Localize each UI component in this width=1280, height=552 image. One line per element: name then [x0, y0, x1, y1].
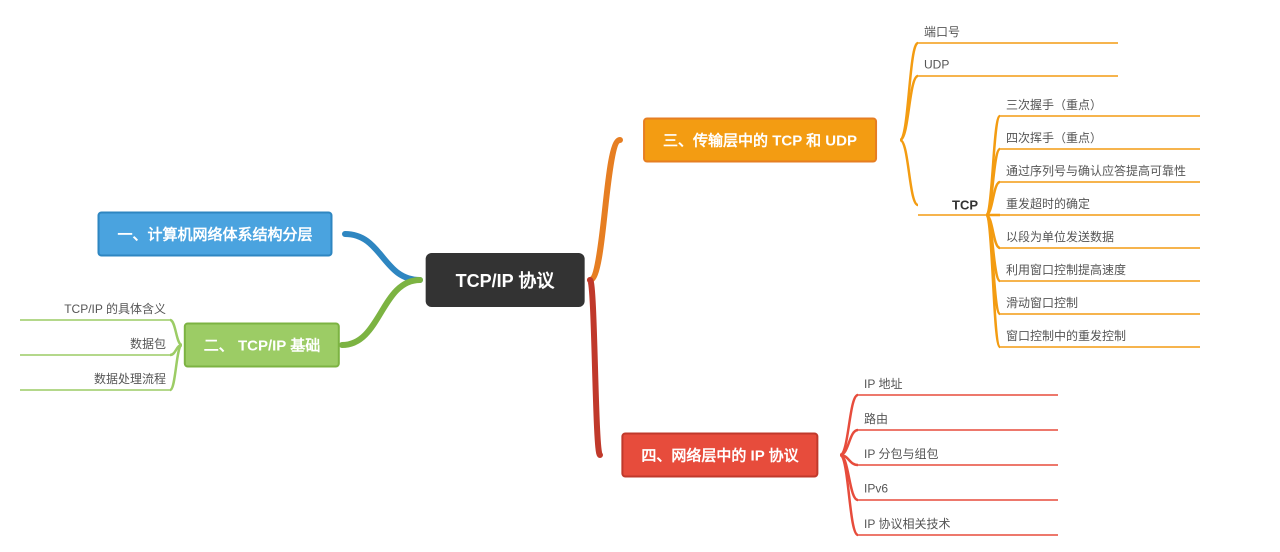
branch-node-b1[interactable]: 一、计算机网络体系结构分层 [97, 212, 332, 257]
connector-branch-leaf [170, 345, 182, 355]
leaf-node: TCP/IP 的具体含义 [16, 300, 166, 320]
leaf-node: 数据处理流程 [16, 370, 166, 390]
leaf-node: UDP [924, 58, 1114, 75]
leaf-node: 窗口控制中的重发控制 [1006, 327, 1196, 347]
leaf-node: 重发超时的确定 [1006, 195, 1196, 215]
connector-root-branch [345, 234, 420, 280]
connector-sub-leaf [986, 215, 1000, 248]
leaf-node: 三次握手（重点） [1006, 96, 1196, 116]
connector-branch-leaf [840, 395, 858, 455]
connector-branch-leaf [840, 455, 858, 465]
sub-node[interactable]: TCP [952, 198, 978, 213]
leaf-node: IP 地址 [864, 375, 1054, 395]
connector-root-branch [590, 280, 600, 455]
connector-branch-sub [900, 140, 918, 205]
connector-sub-leaf [986, 116, 1000, 215]
connector-root-branch [342, 280, 420, 345]
connector-branch-leaf [900, 43, 918, 140]
leaf-node: IP 分包与组包 [864, 445, 1054, 465]
connector-sub-leaf [986, 215, 1000, 347]
leaf-node: 路由 [864, 410, 1054, 430]
connector-sub-leaf [986, 149, 1000, 215]
branch-node-b3[interactable]: 三、传输层中的 TCP 和 UDP [643, 118, 877, 163]
leaf-node: 数据包 [16, 335, 166, 355]
connector-branch-leaf [170, 320, 182, 345]
leaf-node: IPv6 [864, 482, 1054, 499]
connector-branch-leaf [840, 455, 858, 500]
connector-sub-leaf [986, 182, 1000, 215]
leaf-node: IP 协议相关技术 [864, 515, 1054, 535]
connector-sub-leaf [986, 215, 1000, 281]
leaf-node: 通过序列号与确认应答提高可靠性 [1006, 162, 1196, 182]
leaf-node: 以段为单位发送数据 [1006, 228, 1196, 248]
leaf-node: 四次挥手（重点） [1006, 129, 1196, 149]
connector-branch-leaf [840, 430, 858, 455]
root-node[interactable]: TCP/IP 协议 [426, 253, 585, 307]
leaf-node: 利用窗口控制提高速度 [1006, 261, 1196, 281]
leaf-node: 滑动窗口控制 [1006, 294, 1196, 314]
connector-branch-leaf [900, 76, 918, 140]
branch-node-b2[interactable]: 二、 TCP/IP 基础 [184, 323, 340, 368]
connector-sub-leaf [986, 215, 1000, 314]
connector-branch-leaf [170, 345, 182, 390]
leaf-node: 端口号 [924, 23, 1114, 43]
connector-root-branch [590, 140, 620, 280]
branch-node-b4[interactable]: 四、网络层中的 IP 协议 [621, 433, 818, 478]
connector-branch-leaf [840, 455, 858, 535]
